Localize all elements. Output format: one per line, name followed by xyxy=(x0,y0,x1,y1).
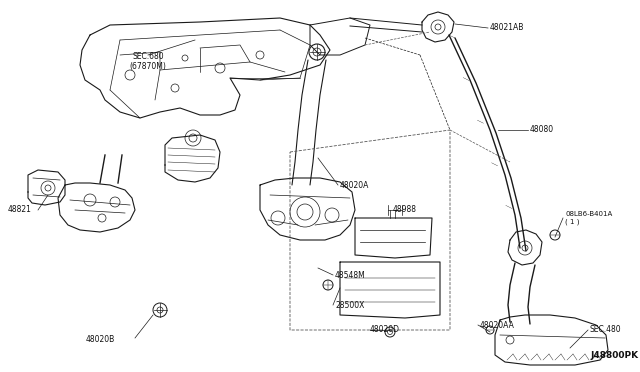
Text: 48080: 48080 xyxy=(530,125,554,135)
Text: 48548M: 48548M xyxy=(335,270,365,279)
Text: 28500X: 28500X xyxy=(335,301,364,310)
Text: 48020AA: 48020AA xyxy=(480,321,515,330)
Text: SEC.480: SEC.480 xyxy=(590,326,621,334)
Text: 48020A: 48020A xyxy=(340,180,369,189)
Text: J48800PK: J48800PK xyxy=(590,350,638,359)
Text: 48020D: 48020D xyxy=(370,326,400,334)
Text: SEC.680
(67870M): SEC.680 (67870M) xyxy=(129,52,166,71)
Text: 48988: 48988 xyxy=(393,205,417,215)
Text: 48021AB: 48021AB xyxy=(490,23,524,32)
Text: 08LB6-B401A
( 1 ): 08LB6-B401A ( 1 ) xyxy=(565,211,612,225)
Text: 48020B: 48020B xyxy=(85,336,115,344)
Text: 48821: 48821 xyxy=(8,205,32,215)
